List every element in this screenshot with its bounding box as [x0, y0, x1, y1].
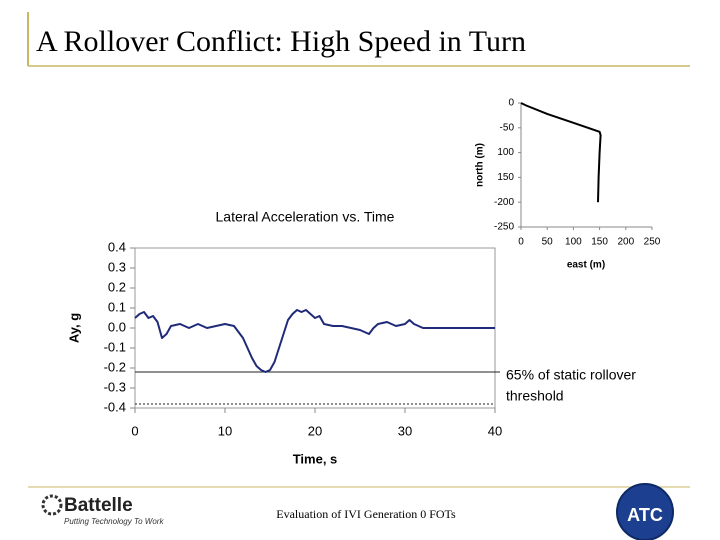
- battelle-logo: Battelle Putting Technology To Work: [41, 494, 164, 526]
- y-tick-label: -50: [500, 122, 515, 133]
- logo-text: ATC: [627, 505, 663, 525]
- logo-mark: [616, 483, 674, 540]
- footer-text: Evaluation of IVI Generation 0 FOTs: [276, 507, 456, 521]
- y-tick-label: -0.3: [104, 379, 126, 394]
- y-tick-label: 100: [497, 147, 514, 158]
- x-tick-label: 200: [617, 237, 634, 248]
- y-tick-label: -250: [494, 222, 514, 233]
- annotation: 65% of static rollover: [506, 367, 636, 383]
- data-line: [134, 309, 495, 373]
- x-tick-label: 50: [542, 237, 554, 248]
- logo-tagline: Putting Technology To Work: [64, 517, 164, 526]
- y-tick-label: 150: [497, 172, 514, 183]
- x-tick-label: 100: [565, 237, 582, 248]
- x-axis-label: east (m): [567, 260, 605, 271]
- y-tick-label: 0.4: [108, 239, 126, 254]
- y-tick-label: -0.4: [104, 399, 126, 414]
- y-tick-label: -0.1: [104, 339, 126, 354]
- x-tick-label: 40: [488, 423, 502, 438]
- y-tick-label: 0.0: [108, 319, 126, 334]
- y-tick-label: 0.1: [108, 299, 126, 314]
- logo-mark: [41, 494, 63, 516]
- x-tick-label: 250: [644, 237, 661, 248]
- x-tick-label: 20: [308, 423, 322, 438]
- x-tick-label: 10: [218, 423, 232, 438]
- charts: Lateral Acceleration vs. Time -0.4 -0.3 -0.…: [66, 98, 660, 467]
- x-axis-label: Time, s: [293, 451, 338, 466]
- y-tick-label: 0.3: [108, 259, 126, 274]
- logo-text: Battelle: [64, 495, 133, 516]
- y-axis-label: north (m): [475, 143, 486, 187]
- x-tick-label: 30: [398, 423, 412, 438]
- y-tick-label: -0.2: [104, 359, 126, 374]
- x-tick-label: 150: [591, 237, 608, 248]
- x-tick-label: 0: [518, 237, 524, 248]
- atc-logo: ATC: [616, 483, 674, 540]
- chart-title: Lateral Acceleration vs. Time: [216, 209, 395, 225]
- y-axis-label: Ay, g: [66, 313, 81, 343]
- slide-title: A Rollover Conflict: High Speed in Turn: [36, 25, 526, 58]
- y-tick-label: 0: [508, 98, 514, 109]
- y-tick-label: 0.2: [108, 279, 126, 294]
- annotation: threshold: [506, 388, 564, 404]
- x-tick-label: 0: [131, 423, 138, 438]
- y-tick-label: -200: [494, 197, 514, 208]
- data-line: [520, 102, 602, 203]
